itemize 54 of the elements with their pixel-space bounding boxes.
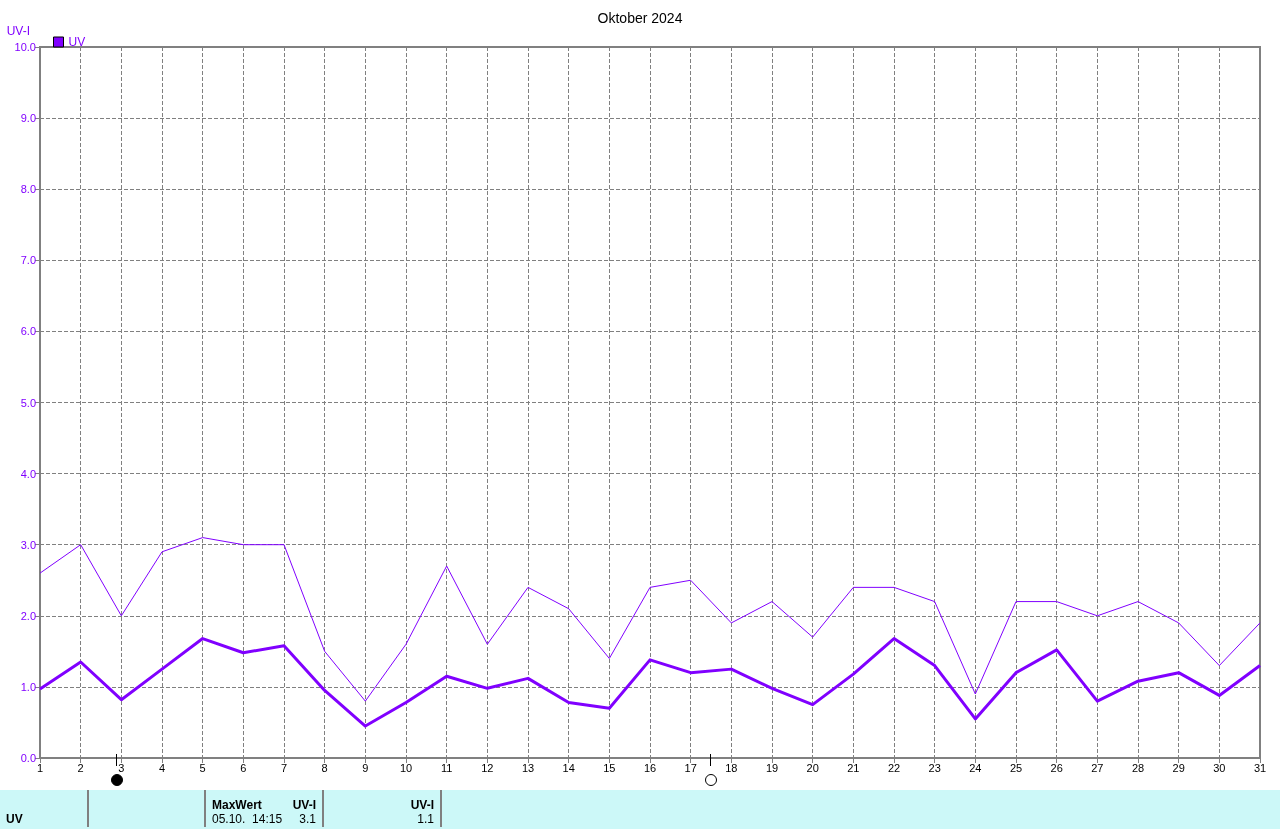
x-tick-label: 23 xyxy=(928,761,941,774)
x-tick-label: 8 xyxy=(321,761,328,774)
text: 1.1 xyxy=(417,812,434,826)
legend-label: UV xyxy=(68,35,86,49)
x-tick-label: 17 xyxy=(684,761,697,774)
y-tick-label: 3.0 xyxy=(20,538,36,551)
y-tick-label: 6.0 xyxy=(20,325,36,338)
x-tick-label: 2 xyxy=(77,761,84,774)
x-tick-label: 6 xyxy=(240,761,247,774)
x-tick-label: 14 xyxy=(562,761,575,774)
x-tick-label: 18 xyxy=(725,761,738,774)
text: MaxWert xyxy=(212,798,262,812)
chart-title: Oktober 2024 xyxy=(597,10,683,26)
y-tick-label: 7.0 xyxy=(20,254,36,267)
x-tick-label: 25 xyxy=(1009,761,1023,774)
text: 05.10. 14:15 xyxy=(212,812,283,826)
x-tick-label: 28 xyxy=(1131,761,1145,774)
text: UV-I xyxy=(410,798,434,812)
x-tick-label: 26 xyxy=(1050,761,1063,774)
x-tick-label: 29 xyxy=(1172,761,1185,774)
text: UV-I xyxy=(292,798,316,812)
y-tick-label: 1.0 xyxy=(20,680,36,693)
x-tick-label: 4 xyxy=(158,761,166,774)
y-tick-label: 10.0 xyxy=(14,41,36,53)
y-tick-label: 4.0 xyxy=(20,467,36,480)
y-tick-label: 2.0 xyxy=(20,609,36,622)
x-tick-label: 19 xyxy=(765,761,779,774)
x-tick-label: 31 xyxy=(1253,761,1267,774)
line-series xyxy=(39,537,1261,702)
x-tick-label: 24 xyxy=(969,761,982,774)
y-axis-title: UV-I xyxy=(6,24,30,38)
y-tick-label: 0.0 xyxy=(20,752,36,764)
x-tick-label: 27 xyxy=(1091,761,1104,774)
x-tick-label: 12 xyxy=(481,761,494,774)
line-series xyxy=(38,637,1262,728)
y-tick-label: 5.0 xyxy=(20,396,36,409)
x-tick-label: 10 xyxy=(399,761,413,774)
x-tick-label: 13 xyxy=(521,761,535,774)
x-tick-label: 15 xyxy=(603,761,616,774)
x-tick-label: 20 xyxy=(806,761,819,774)
text: UV xyxy=(6,812,23,826)
text: 3.1 xyxy=(299,812,316,826)
x-tick-label: 5 xyxy=(199,761,206,774)
y-tick-label: 8.0 xyxy=(20,183,36,196)
x-tick-label: 22 xyxy=(887,761,901,774)
x-tick-label: 30 xyxy=(1213,761,1226,774)
x-tick-label: 3 xyxy=(118,761,125,774)
x-tick-label: 21 xyxy=(847,761,860,774)
x-tick-label: 11 xyxy=(440,761,453,774)
x-tick-label: 9 xyxy=(362,761,369,774)
x-tick-label: 16 xyxy=(643,761,657,774)
y-tick-label: 9.0 xyxy=(20,112,36,125)
x-tick-label: 1 xyxy=(36,761,44,774)
x-tick-label: 7 xyxy=(280,761,288,774)
